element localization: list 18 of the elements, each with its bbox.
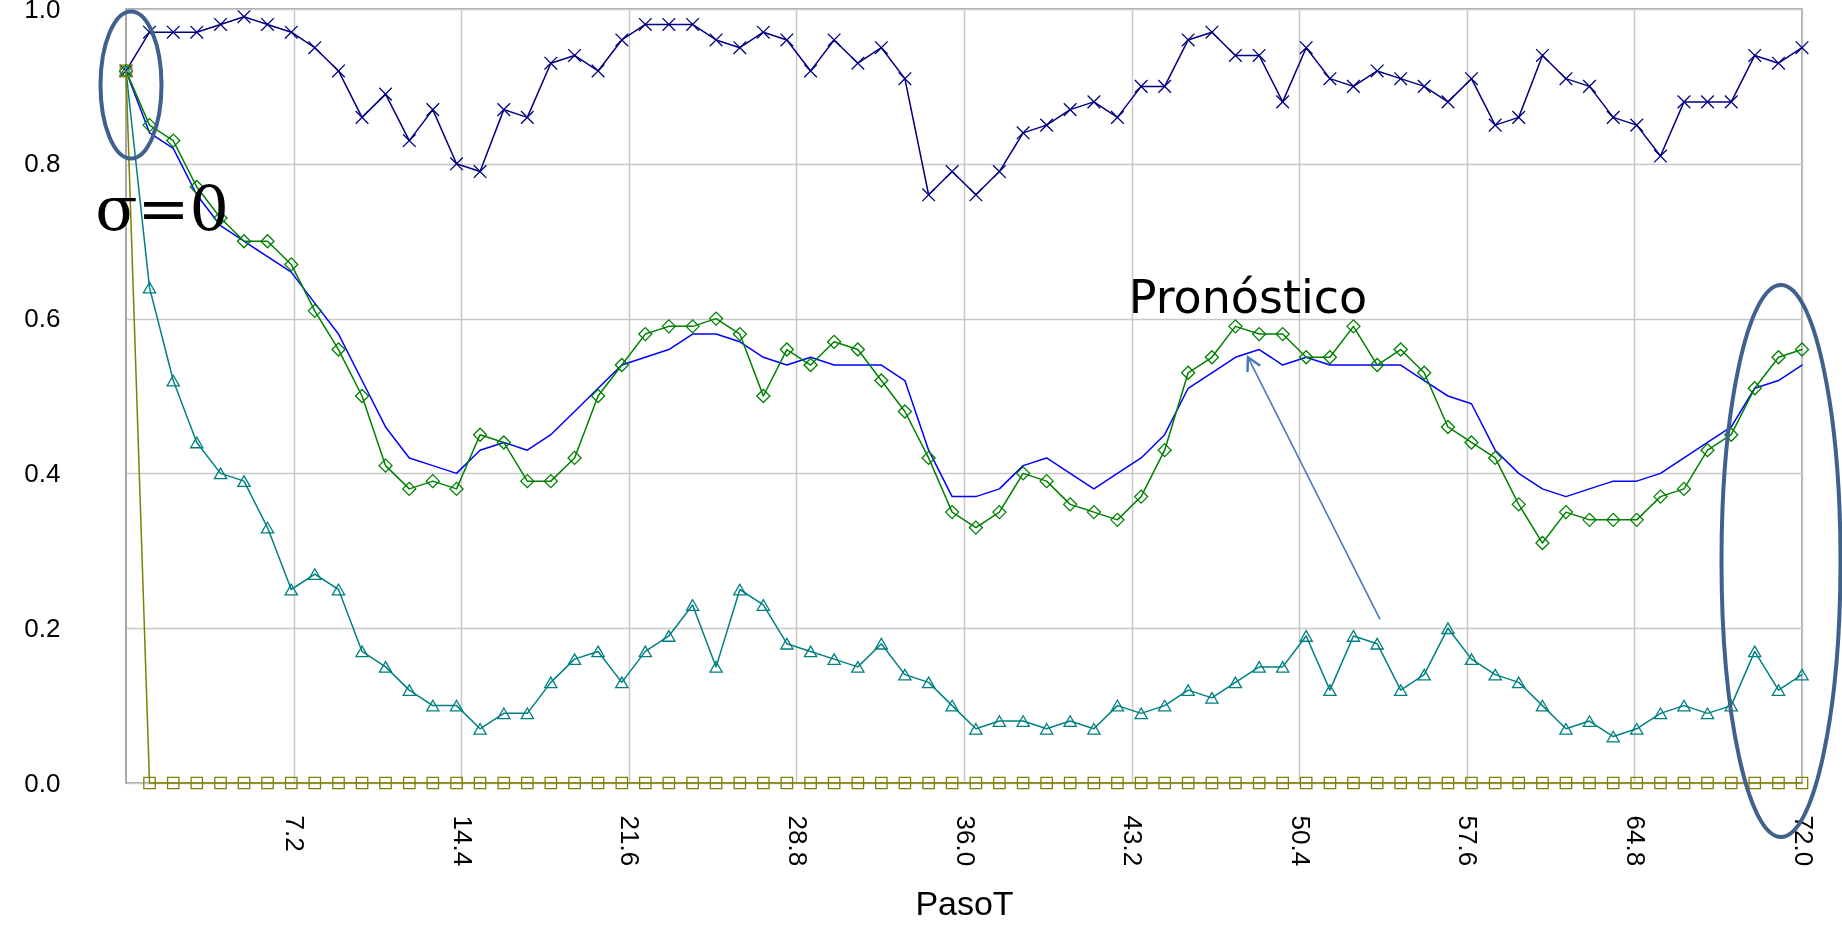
x-tick-label: 36.0 xyxy=(950,815,981,867)
y-tick-label: 0.2 xyxy=(24,612,61,643)
x-tick-label: 43.2 xyxy=(1118,815,1149,867)
x-tick-label: 64.8 xyxy=(1620,815,1651,867)
y-tick-label: 1.0 xyxy=(24,0,61,24)
x-tick-label: 57.6 xyxy=(1453,815,1484,867)
y-tick-label: 0.4 xyxy=(24,457,61,488)
y-tick-label: 0.6 xyxy=(24,303,61,334)
x-tick-label: 14.4 xyxy=(447,815,478,867)
x-tick-label: 21.6 xyxy=(615,815,646,867)
y-tick-label: 0.0 xyxy=(24,767,61,798)
x-tick-label: 28.8 xyxy=(782,815,813,867)
annotation: Pronóstico xyxy=(1128,270,1368,325)
y-tick-label: 0.8 xyxy=(24,148,61,179)
x-axis-title: PasoT xyxy=(915,884,1014,923)
x-tick-label: 7.2 xyxy=(280,815,311,852)
x-tick-label: 50.4 xyxy=(1285,815,1316,867)
x-tick-label: 72.0 xyxy=(1788,815,1819,867)
